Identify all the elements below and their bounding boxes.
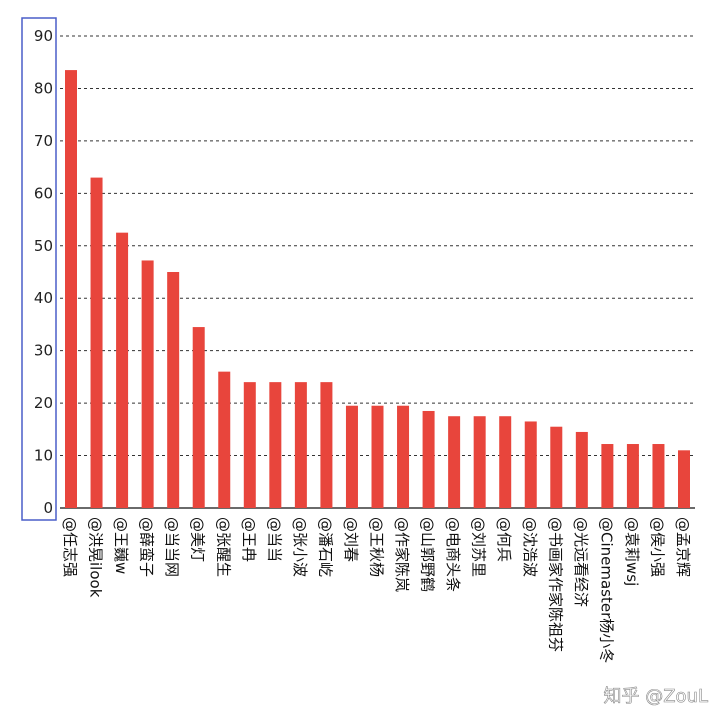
x-category-label: @光远看经济 bbox=[572, 517, 590, 607]
bar bbox=[524, 421, 537, 508]
x-category-label: @作家陈岚 bbox=[393, 517, 411, 592]
x-category-label: @沈浩波 bbox=[521, 517, 539, 577]
bar bbox=[218, 371, 231, 508]
x-category-label: @侯小强 bbox=[648, 517, 666, 577]
x-category-label: @袁莉wsj bbox=[623, 517, 641, 586]
x-category-label: @电商头条 bbox=[444, 517, 462, 592]
bar bbox=[371, 405, 384, 508]
bar bbox=[652, 444, 665, 508]
x-category-label: @张小波 bbox=[291, 517, 309, 577]
category-labels: @任志强 @洪晃ilook @王巍w @薛蛮子 @当当网 @美灯 @张醒生 @王冉 @当当 @张小… bbox=[61, 517, 692, 663]
bar bbox=[473, 416, 486, 508]
bar bbox=[422, 410, 435, 508]
bar bbox=[448, 416, 461, 508]
bar bbox=[345, 405, 358, 508]
bar bbox=[243, 382, 256, 508]
bar bbox=[678, 450, 690, 508]
bar bbox=[499, 416, 512, 508]
y-tick-label: 0 bbox=[43, 499, 53, 517]
x-category-label: @洪晃ilook bbox=[87, 517, 105, 598]
bar bbox=[141, 260, 154, 508]
x-category-label: @刘春 bbox=[342, 517, 360, 562]
x-category-label: @孟京辉 bbox=[674, 517, 692, 577]
y-tick-label: 20 bbox=[34, 394, 53, 412]
bar bbox=[90, 177, 103, 508]
y-tick-label: 90 bbox=[34, 27, 53, 45]
x-category-label: @张醒生 bbox=[214, 517, 232, 577]
x-category-label: @王冉 bbox=[240, 517, 258, 562]
y-tick-label: 60 bbox=[34, 184, 53, 202]
x-category-label: @任志强 bbox=[61, 517, 79, 577]
x-category-label: @Cinemaster杨小冬 bbox=[597, 517, 615, 663]
x-category-label: @书画家作家陈祖芬 bbox=[546, 517, 564, 652]
bar bbox=[320, 382, 333, 508]
x-category-label: @薛蛮子 bbox=[138, 517, 156, 577]
bar bbox=[192, 327, 205, 508]
bar bbox=[601, 444, 614, 508]
bar bbox=[65, 70, 77, 508]
bar bbox=[397, 405, 410, 508]
x-category-label: @当当 bbox=[265, 517, 283, 562]
y-tick-label: 30 bbox=[34, 342, 53, 360]
y-tick-label: 80 bbox=[34, 79, 53, 97]
x-category-label: @美灯 bbox=[189, 517, 207, 562]
x-category-label: @潘石屹 bbox=[316, 517, 334, 577]
grid-lines bbox=[60, 35, 695, 457]
x-category-label: @当当网 bbox=[163, 517, 181, 577]
bar bbox=[626, 444, 639, 508]
bar bbox=[575, 431, 588, 508]
y-axis-highlight-box bbox=[21, 17, 57, 521]
bar bbox=[550, 426, 563, 508]
y-tick-label: 70 bbox=[34, 132, 53, 150]
y-tick-label: 40 bbox=[34, 289, 53, 307]
x-category-label: @刘苏里 bbox=[470, 517, 488, 577]
y-axis-ticks: 0 10 20 30 40 50 60 70 80 90 bbox=[34, 27, 53, 517]
y-tick-label: 10 bbox=[34, 447, 53, 465]
watermark: 知乎 @ZouL bbox=[603, 686, 708, 707]
bars bbox=[65, 70, 690, 508]
bar bbox=[167, 272, 180, 508]
x-category-label: @何兵 bbox=[495, 517, 513, 562]
bar bbox=[269, 382, 282, 508]
x-category-label: @山郭野鹤 bbox=[419, 517, 437, 592]
bar bbox=[116, 232, 129, 508]
x-category-label: @王秋杨 bbox=[368, 517, 386, 577]
bar bbox=[294, 382, 307, 508]
y-tick-label: 50 bbox=[34, 237, 53, 255]
x-category-label: @王巍w bbox=[112, 517, 130, 574]
